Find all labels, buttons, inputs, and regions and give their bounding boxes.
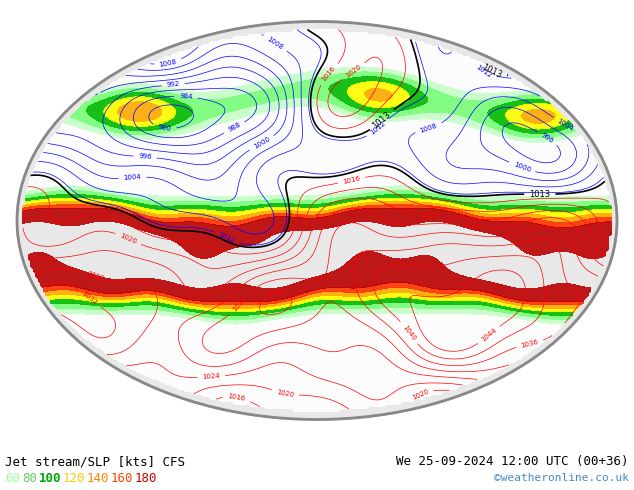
- Text: 1013: 1013: [529, 190, 550, 199]
- Text: 160: 160: [111, 471, 134, 485]
- Text: 1016: 1016: [321, 65, 337, 83]
- Text: 1012: 1012: [474, 64, 493, 79]
- Text: 1020: 1020: [411, 388, 429, 400]
- Text: 1020: 1020: [119, 233, 138, 245]
- Ellipse shape: [17, 22, 617, 419]
- Text: 1013: 1013: [481, 63, 503, 80]
- Text: 1004: 1004: [556, 117, 574, 132]
- Text: We 25-09-2024 12:00 UTC (00+36): We 25-09-2024 12:00 UTC (00+36): [396, 455, 629, 468]
- Text: 1000: 1000: [512, 162, 531, 173]
- Text: 120: 120: [63, 471, 86, 485]
- Text: ©weatheronline.co.uk: ©weatheronline.co.uk: [494, 473, 629, 483]
- Text: 140: 140: [87, 471, 110, 485]
- Text: 1016: 1016: [228, 393, 246, 402]
- Text: 1012: 1012: [217, 231, 236, 245]
- Text: 1012: 1012: [369, 120, 387, 136]
- Text: 1024: 1024: [202, 373, 221, 380]
- Text: 1032: 1032: [80, 290, 98, 306]
- Text: 80: 80: [22, 471, 37, 485]
- Text: 996: 996: [138, 153, 152, 160]
- Text: 980: 980: [158, 124, 172, 132]
- Text: 992: 992: [166, 81, 180, 88]
- Text: 180: 180: [135, 471, 157, 485]
- Text: 1036: 1036: [520, 339, 539, 349]
- Text: 1008: 1008: [266, 36, 284, 51]
- Text: 1020: 1020: [345, 64, 363, 79]
- Text: 1004: 1004: [123, 174, 141, 181]
- Text: Jet stream/SLP [kts] CFS: Jet stream/SLP [kts] CFS: [5, 455, 185, 468]
- Text: 1020: 1020: [276, 389, 295, 398]
- Text: 988: 988: [227, 122, 242, 133]
- Text: 1008: 1008: [419, 122, 438, 134]
- Text: 1024: 1024: [421, 212, 439, 219]
- Text: 1044: 1044: [480, 327, 498, 343]
- Text: 1032: 1032: [231, 295, 247, 313]
- Text: 60: 60: [5, 471, 20, 485]
- Text: 1013: 1013: [371, 110, 393, 130]
- Text: 1008: 1008: [158, 58, 178, 68]
- Text: 1028: 1028: [86, 270, 105, 282]
- Text: 996: 996: [540, 132, 555, 144]
- Text: 1028: 1028: [462, 222, 481, 230]
- Text: 100: 100: [39, 471, 61, 485]
- Text: 1000: 1000: [252, 136, 271, 150]
- Text: 1016: 1016: [342, 175, 361, 185]
- Text: 1040: 1040: [401, 324, 417, 342]
- Text: 984: 984: [179, 93, 193, 100]
- Text: 1036: 1036: [266, 288, 285, 298]
